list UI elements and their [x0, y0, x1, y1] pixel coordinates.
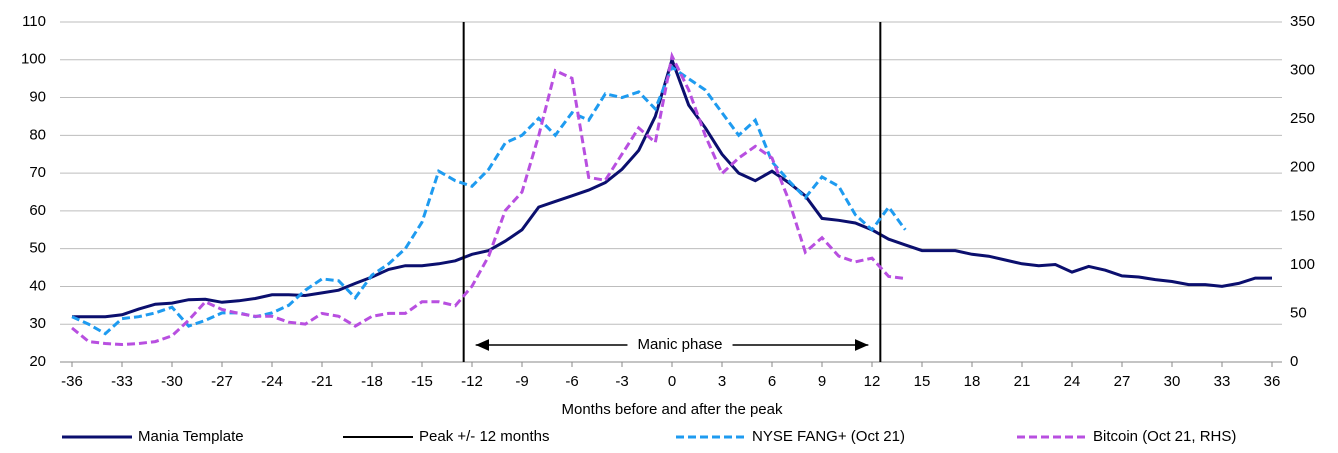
y-tick-label: 50 [29, 240, 46, 257]
x-tick-label: -3 [615, 373, 628, 390]
x-tick-label: -9 [515, 373, 528, 390]
x-tick-label: 30 [1164, 373, 1181, 390]
y-tick-label: 60 [29, 202, 46, 219]
x-tick-label: -12 [461, 373, 483, 390]
x-tick-label: 12 [864, 373, 881, 390]
x-tick-label: 33 [1214, 373, 1231, 390]
series-line [71, 51, 906, 347]
y2-tick-label: 350 [1290, 13, 1315, 30]
x-tick-label: 0 [668, 373, 676, 390]
legend-label: Bitcoin (Oct 21, RHS) [1093, 428, 1236, 445]
y-tick-label: 40 [29, 277, 46, 294]
x-tick-label: -30 [161, 373, 183, 390]
y-tick-label: 90 [29, 89, 46, 106]
x-tick-label: -21 [311, 373, 333, 390]
y2-tick-label: 150 [1290, 207, 1315, 224]
x-tick-label: 3 [718, 373, 726, 390]
y-tick-label: 80 [29, 126, 46, 143]
x-tick-label: 6 [768, 373, 776, 390]
y2-tick-label: 250 [1290, 110, 1315, 127]
x-tick-label: -27 [211, 373, 233, 390]
series-line [72, 55, 1272, 319]
x-tick-label: -6 [565, 373, 578, 390]
x-tick-label: 18 [964, 373, 981, 390]
x-tick-label: -36 [61, 373, 83, 390]
x-axis-title: Months before and after the peak [562, 401, 783, 418]
x-tick-label: -24 [261, 373, 283, 390]
x-tick-label: -33 [111, 373, 133, 390]
x-tick-label: -15 [411, 373, 433, 390]
y2-tick-label: 100 [1290, 256, 1315, 273]
x-tick-label: 21 [1014, 373, 1031, 390]
y-tick-label: 110 [22, 13, 46, 30]
x-tick-label: 9 [818, 373, 826, 390]
y-tick-label: 20 [29, 353, 46, 370]
legend-label: Peak +/- 12 months [419, 428, 550, 445]
x-tick-label: -18 [361, 373, 383, 390]
x-tick-label: 27 [1114, 373, 1131, 390]
y-tick-label: 100 [21, 51, 46, 68]
legend-label: NYSE FANG+ (Oct 21) [752, 428, 905, 445]
series-line [71, 65, 907, 336]
y-tick-label: 70 [29, 164, 46, 181]
x-tick-label: 24 [1064, 373, 1081, 390]
y2-tick-label: 50 [1290, 304, 1307, 321]
y2-tick-label: 200 [1290, 159, 1315, 176]
annotation: Manic phase [637, 336, 722, 353]
legend-label: Mania Template [138, 428, 244, 445]
y2-tick-label: 0 [1290, 353, 1298, 370]
y-tick-label: 30 [29, 315, 46, 332]
x-tick-label: 15 [914, 373, 931, 390]
y2-tick-label: 300 [1290, 62, 1315, 79]
x-tick-label: 36 [1264, 373, 1281, 390]
